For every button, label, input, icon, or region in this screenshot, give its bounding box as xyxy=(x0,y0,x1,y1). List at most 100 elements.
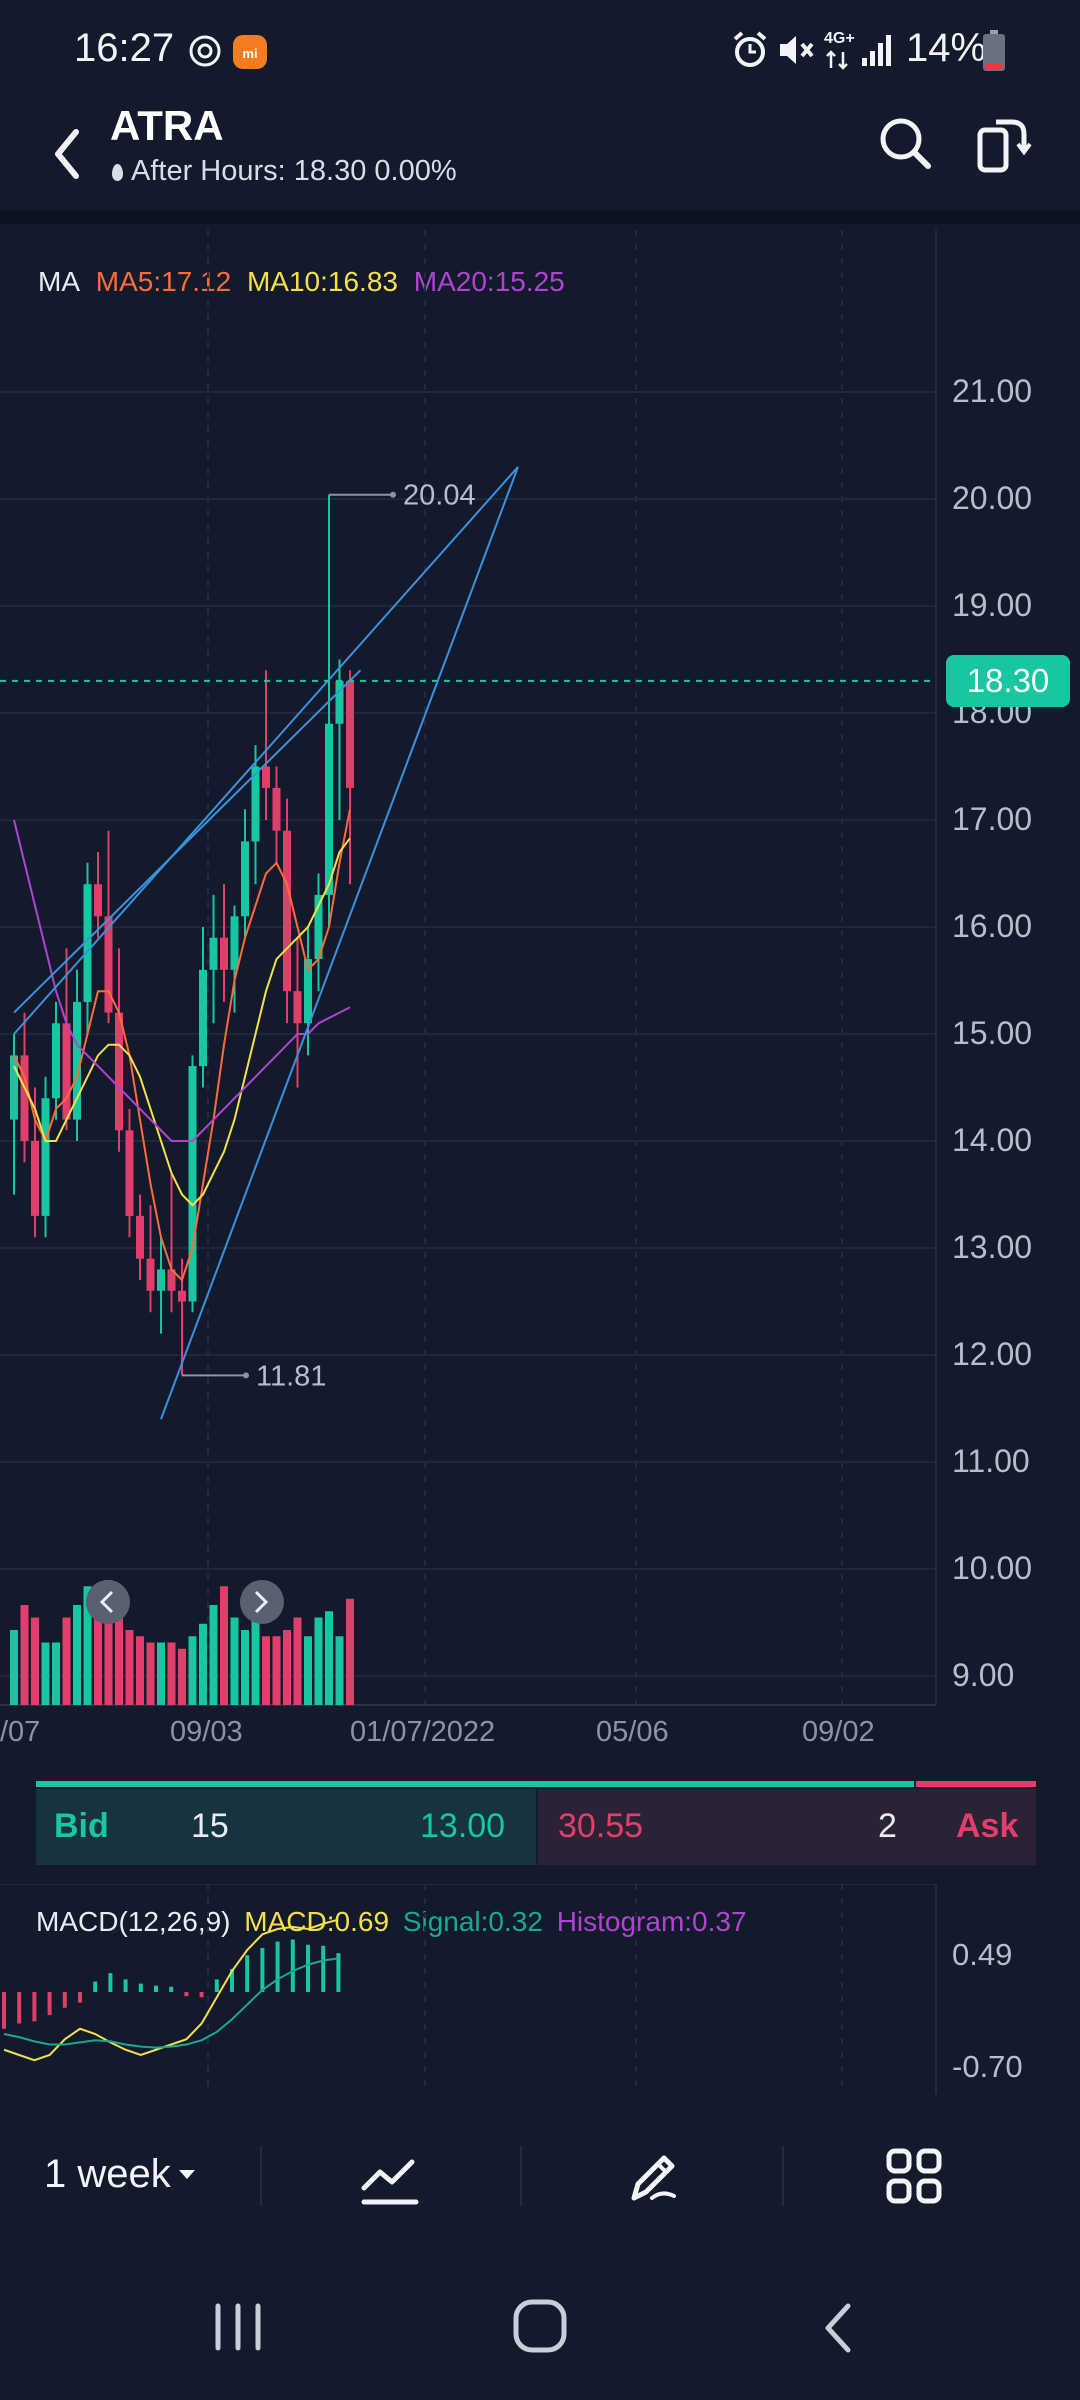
volume-bar xyxy=(293,1617,302,1705)
candle-body xyxy=(94,884,102,917)
network-type: 4G+ xyxy=(824,30,855,47)
volume-bar xyxy=(73,1605,81,1705)
volume-bar xyxy=(167,1642,176,1705)
candle-body xyxy=(62,1023,71,1120)
candle-body xyxy=(146,1258,155,1291)
bid-price: 13.00 xyxy=(420,1807,506,1845)
network-icon xyxy=(826,50,848,70)
candle-body xyxy=(20,1055,29,1141)
price-tick-label: 9.00 xyxy=(952,1657,1015,1693)
ma-legend[interactable]: MA MA5:17.12 MA10:16.83 MA20:15.25 xyxy=(38,266,573,298)
price-chart[interactable]: 20.04 11.81 xyxy=(0,230,1080,1740)
volume-bar xyxy=(325,1611,333,1705)
macd-histogram-bar xyxy=(260,1947,265,1992)
price-tick-label: 16.00 xyxy=(952,908,1033,944)
trendline xyxy=(160,466,519,1420)
date-tick-label: 09/02 xyxy=(802,1716,875,1748)
candle-body xyxy=(115,1012,123,1131)
search-icon[interactable] xyxy=(876,114,936,174)
home-icon[interactable] xyxy=(512,2298,568,2354)
price-tick-label: 21.00 xyxy=(952,373,1033,409)
toolbar-divider xyxy=(520,2146,522,2206)
recent-apps-icon[interactable] xyxy=(210,2302,266,2352)
ask-size: 2 xyxy=(878,1807,897,1845)
toolbar-divider xyxy=(260,2146,262,2206)
status-bar: 16:27 mi 4G+ 14% xyxy=(0,0,1080,100)
candle-body xyxy=(10,1055,18,1120)
more-grid-icon[interactable] xyxy=(884,2146,944,2206)
volume-bar xyxy=(220,1586,228,1705)
indicator-icon[interactable] xyxy=(360,2150,420,2206)
trendline xyxy=(13,466,519,1035)
candle-body xyxy=(199,969,207,1067)
mi-app-icon: mi xyxy=(233,35,267,69)
volume-bar xyxy=(188,1636,197,1705)
price-tick-label: 15.00 xyxy=(952,1015,1033,1051)
trendline xyxy=(13,669,362,1014)
high-marker-dot xyxy=(390,491,396,498)
candle-body xyxy=(31,1141,39,1216)
ma5-line xyxy=(13,809,351,1282)
ma20-label: MA20:15.25 xyxy=(413,266,565,297)
rotate-icon[interactable] xyxy=(972,114,1032,174)
bid-section: Bid 15 13.00 xyxy=(36,1789,536,1865)
scroll-left-icon[interactable] xyxy=(86,1580,130,1624)
macd-legend[interactable]: MACD(12,26,9) MACD:0.69 Signal:0.32 Hist… xyxy=(36,1906,753,1938)
candle-body xyxy=(125,1130,134,1216)
after-hours-text: After Hours: 18.30 0.00% xyxy=(131,155,457,187)
macd-histogram-bar xyxy=(230,1968,234,1992)
macd-histogram-bar xyxy=(169,1986,174,1992)
alarm-icon xyxy=(733,31,767,67)
candle-body xyxy=(83,884,92,1002)
draw-icon[interactable] xyxy=(622,2146,682,2206)
price-tick-label: 14.00 xyxy=(952,1122,1033,1158)
date-tick-label: 01/07/2022 xyxy=(350,1716,496,1748)
candle-body xyxy=(136,1215,144,1259)
bid-ask-bar[interactable]: Bid 15 13.00 30.55 2 Ask xyxy=(36,1781,1036,1865)
back-nav-icon[interactable] xyxy=(818,2300,858,2356)
price-tick-label: 17.00 xyxy=(952,801,1033,837)
focus-icon xyxy=(189,35,221,67)
price-tick-label: 19.00 xyxy=(952,587,1033,623)
macd-histogram-bar xyxy=(93,1981,98,1992)
candle-body xyxy=(167,1269,176,1291)
signal-line xyxy=(3,1957,339,2049)
scroll-right-icon[interactable] xyxy=(240,1580,284,1624)
volume-bar xyxy=(241,1630,249,1705)
ask-ratio-bar xyxy=(916,1781,1036,1787)
volume-bar xyxy=(314,1617,323,1705)
candle-body xyxy=(41,1098,50,1216)
macd-tick-label: -0.70 xyxy=(952,2049,1023,2084)
candle-body xyxy=(104,916,113,1013)
volume-bar xyxy=(41,1642,50,1705)
volume-bar xyxy=(178,1648,186,1705)
low-marker-dot xyxy=(243,1372,249,1379)
macd-histogram-bar xyxy=(62,1992,67,2008)
back-icon[interactable] xyxy=(48,124,88,184)
macd-params: MACD(12,26,9) xyxy=(36,1906,231,1937)
bid-size: 15 xyxy=(191,1807,229,1845)
battery-icon xyxy=(983,30,1005,71)
macd-chart[interactable]: 0.49 -0.70 xyxy=(0,1884,1080,2094)
volume-bar xyxy=(104,1580,113,1705)
macd-histogram-bar xyxy=(138,1983,143,1992)
candle-body xyxy=(188,1066,197,1302)
macd-histogram-bar xyxy=(47,1992,52,2016)
candle-body xyxy=(73,1001,81,1120)
macd-histogram-bar xyxy=(275,1941,280,1992)
candle-body xyxy=(293,991,302,1024)
header: ATRA After Hours: 18.30 0.00% xyxy=(0,100,1080,210)
candle-body xyxy=(346,680,354,788)
price-tick-label: 10.00 xyxy=(952,1550,1033,1586)
signal-icon xyxy=(862,35,891,66)
volume-bar xyxy=(230,1617,239,1705)
date-tick-label: 05/06 xyxy=(596,1716,669,1748)
status-time: 16:27 xyxy=(74,26,175,70)
volume-bar xyxy=(209,1605,218,1705)
volume-bar xyxy=(83,1586,92,1705)
volume-bar xyxy=(146,1642,155,1705)
period-selector[interactable]: 1 week xyxy=(44,2152,195,2197)
volume-bar xyxy=(52,1642,60,1705)
macd-histogram-bar xyxy=(78,1992,82,2003)
volume-bar xyxy=(346,1598,354,1705)
